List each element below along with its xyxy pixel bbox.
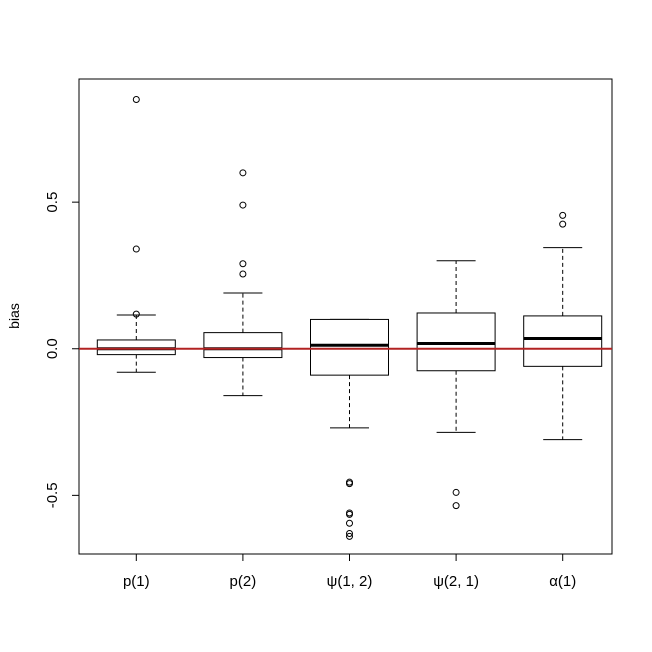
outlier-point — [346, 480, 353, 488]
x-tick-label: p(1) — [123, 573, 150, 590]
box-2 — [203, 169, 283, 397]
plot-frame — [78, 78, 613, 555]
x-tick-label: p(2) — [230, 573, 257, 590]
y-axis-title: bias — [6, 303, 22, 329]
y-tick-label: -0.5 — [44, 482, 61, 508]
outlier-point — [346, 532, 353, 540]
box-4 — [416, 260, 496, 510]
outlier-point — [452, 488, 460, 496]
outlier-point — [559, 211, 567, 219]
box-3 — [310, 318, 389, 540]
outlier-point — [132, 310, 140, 318]
outlier-point — [239, 169, 247, 177]
outlier-point — [132, 245, 140, 253]
outlier-point — [346, 529, 353, 537]
outlier-point — [452, 502, 460, 510]
y-tick-label: 0.0 — [44, 338, 61, 359]
iqr-box — [310, 318, 389, 376]
outlier-point — [346, 510, 353, 518]
iqr-box — [416, 312, 496, 372]
x-tick-label: ψ(2, 1) — [433, 573, 479, 590]
x-tick-label: ψ(1, 2) — [327, 573, 373, 590]
outlier-point — [239, 270, 247, 278]
outlier-point — [239, 260, 247, 268]
outlier-point — [559, 220, 567, 228]
box-1 — [96, 96, 176, 373]
outlier-point — [346, 519, 353, 527]
y-axis: -0.5 0.0 0.5 — [44, 192, 79, 508]
iqr-box — [523, 315, 603, 367]
outlier-point — [239, 201, 247, 209]
boxes — [96, 96, 603, 540]
iqr-box — [203, 332, 283, 359]
x-axis: p(1) p(2) ψ(1, 2) ψ(2, 1) α(1) — [123, 554, 576, 590]
outlier-point — [132, 96, 140, 104]
x-tick-label: α(1) — [549, 573, 576, 590]
box-5 — [523, 211, 603, 441]
y-tick-label: 0.5 — [44, 192, 61, 213]
